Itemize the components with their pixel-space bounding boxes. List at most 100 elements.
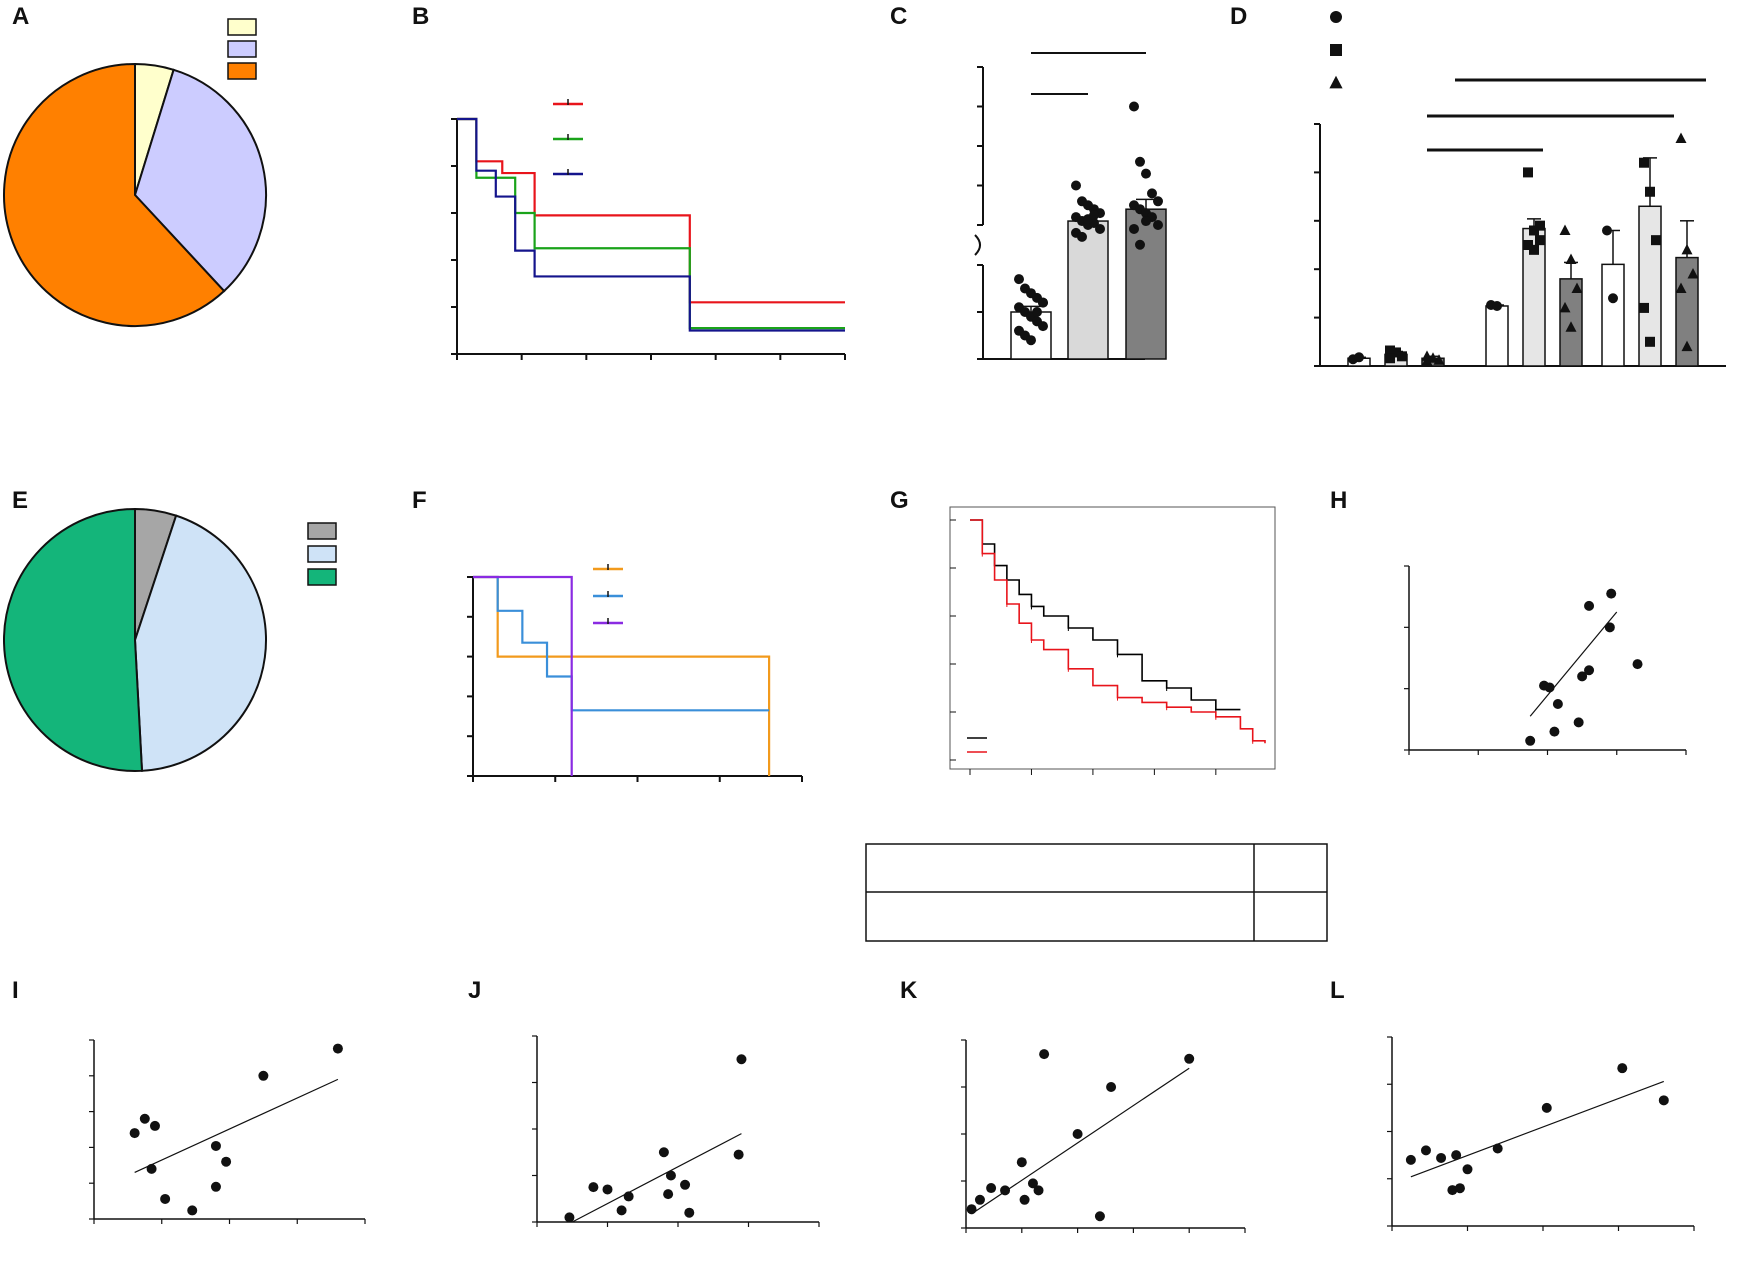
data-point [616, 1205, 627, 1216]
data-point [1577, 671, 1588, 682]
survival-chart-b [451, 99, 846, 360]
panel-letter-i: I [12, 977, 19, 1004]
panel-letter-j: J [468, 977, 481, 1004]
bar [1601, 263, 1625, 367]
data-point [1016, 1157, 1027, 1168]
data-point [1492, 300, 1502, 311]
data-point [1433, 354, 1445, 365]
data-point [1019, 1194, 1030, 1205]
bar [1485, 305, 1509, 367]
data-point [1541, 1102, 1552, 1113]
data-point [684, 1207, 695, 1218]
data-point [1645, 336, 1655, 347]
data-point [1681, 243, 1693, 255]
data-point [1639, 302, 1649, 313]
pie-slice [3, 62, 226, 327]
bar-chart-c [974, 52, 1167, 360]
panel-letter-d: D [1230, 3, 1247, 30]
bar-chart-d [1314, 11, 1726, 367]
data-point [1535, 220, 1545, 231]
legend-swatch [307, 568, 337, 586]
km-chart-g [865, 506, 1328, 942]
data-point [1106, 1082, 1117, 1092]
panel-letter-a: A [12, 3, 29, 30]
data-point [1026, 335, 1036, 346]
legend-swatch [227, 18, 257, 36]
km-curve [970, 519, 1241, 711]
survival-chart-f [467, 564, 803, 782]
data-point [1405, 1154, 1416, 1165]
pie-chart-e [3, 507, 337, 772]
data-point [1565, 253, 1577, 265]
data-point [1617, 1063, 1628, 1074]
data-point [1033, 1185, 1044, 1196]
legend-marker [1329, 75, 1343, 89]
pie-slice [133, 68, 267, 293]
data-point [1153, 220, 1163, 230]
data-point [1153, 196, 1163, 207]
data-point [974, 1194, 985, 1205]
data-point [588, 1182, 599, 1193]
data-point [1552, 699, 1563, 709]
data-point [1675, 282, 1687, 294]
data-point [736, 1054, 747, 1065]
legend-marker [1330, 11, 1342, 23]
legend-swatch [307, 545, 337, 563]
data-point [1525, 735, 1536, 746]
data-point [1681, 340, 1693, 352]
data-point [658, 1147, 669, 1158]
data-point [1129, 101, 1139, 112]
panel-letter-c: C [890, 3, 907, 30]
km-curve [970, 519, 1266, 744]
data-point [1602, 225, 1612, 236]
scatter-chart-h [1404, 565, 1687, 755]
panel-letter-b: B [412, 3, 429, 30]
data-point [1584, 665, 1595, 676]
axis-break [974, 234, 981, 256]
data-point [187, 1205, 198, 1216]
data-point [1573, 717, 1584, 728]
data-point [258, 1070, 269, 1081]
data-point [1147, 188, 1157, 199]
data-point [1014, 274, 1024, 285]
panel-letter-h: H [1330, 487, 1347, 514]
bar [1125, 208, 1167, 360]
data-point [1184, 1053, 1195, 1064]
data-point [1094, 1211, 1105, 1222]
data-point [1571, 282, 1583, 294]
data-point [1039, 1049, 1050, 1060]
survival-line [457, 117, 845, 332]
data-point [146, 1163, 157, 1174]
data-point [1639, 157, 1649, 168]
panel-letter-g: G [890, 487, 909, 514]
data-point [1397, 351, 1407, 362]
regression-line [1529, 611, 1618, 717]
panel-letter-k: K [900, 977, 918, 1004]
data-point [1523, 240, 1533, 250]
data-point [1385, 353, 1395, 364]
data-point [1559, 301, 1571, 313]
data-point [221, 1156, 232, 1167]
scatter-chart-i [89, 1039, 366, 1224]
data-point [149, 1120, 160, 1131]
data-point [139, 1113, 150, 1124]
data-point [1645, 186, 1655, 197]
data-point [1584, 600, 1595, 611]
legend-marker [1330, 44, 1342, 56]
data-point [160, 1193, 171, 1204]
data-point [1675, 132, 1687, 144]
data-point [1354, 352, 1364, 363]
legend-swatch [227, 62, 257, 80]
data-point [1071, 180, 1081, 191]
pie-slice [3, 507, 144, 772]
pie-chart-a [3, 18, 267, 327]
data-point [1385, 345, 1395, 356]
data-point [1421, 355, 1433, 366]
data-point [1608, 293, 1618, 304]
data-point [663, 1189, 674, 1200]
data-point [602, 1184, 613, 1195]
panel-letters: A B C D E F G H I J K L [12, 3, 1347, 1004]
data-point [332, 1043, 343, 1054]
data-point [1095, 223, 1105, 234]
data-point [210, 1140, 221, 1151]
